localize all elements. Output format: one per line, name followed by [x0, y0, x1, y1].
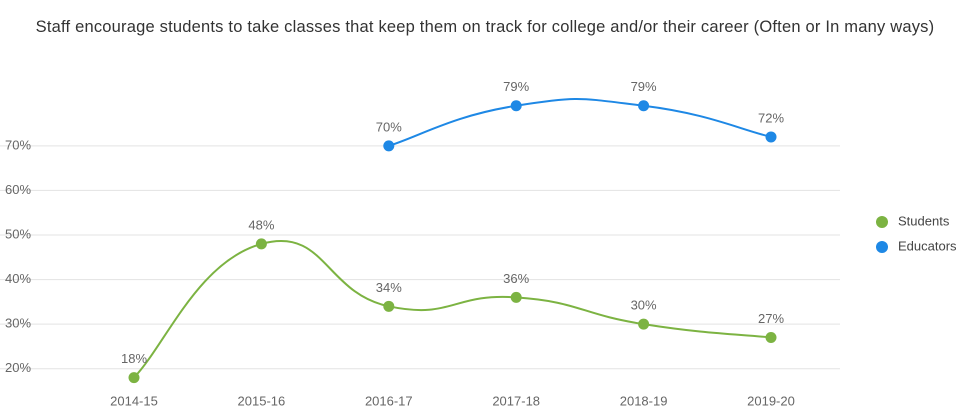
data-label: 48% [248, 217, 274, 232]
data-point [765, 131, 777, 143]
data-label: 27% [758, 311, 784, 326]
data-label: 72% [758, 110, 784, 125]
data-label: 34% [376, 280, 402, 295]
data-point [638, 100, 650, 112]
y-tick-label: 20% [5, 360, 31, 375]
data-label: 79% [631, 79, 657, 94]
data-label: 36% [503, 271, 529, 286]
y-tick-label: 70% [5, 137, 31, 152]
x-tick-label: 2015-16 [238, 393, 286, 408]
y-tick-label: 60% [5, 182, 31, 197]
legend-label: Students [898, 213, 950, 228]
data-label: 79% [503, 79, 529, 94]
x-tick-label: 2019-20 [747, 393, 795, 408]
data-label: 70% [376, 119, 402, 134]
legend-marker [876, 216, 888, 228]
data-label: 30% [631, 298, 657, 313]
y-tick-label: 30% [5, 316, 31, 331]
chart-title: Staff encourage students to take classes… [35, 18, 935, 36]
data-point [255, 238, 267, 250]
x-tick-label: 2017-18 [492, 393, 540, 408]
data-point [638, 318, 650, 330]
y-tick-label: 50% [5, 226, 31, 241]
series-line [388, 98, 772, 147]
x-tick-label: 2018-19 [620, 393, 668, 408]
data-point [510, 291, 522, 303]
x-tick-label: 2016-17 [365, 393, 413, 408]
x-tick-label: 2014-15 [110, 393, 158, 408]
data-point [510, 100, 522, 112]
series-line [133, 239, 772, 379]
data-point [128, 372, 140, 384]
y-tick-label: 40% [5, 271, 31, 286]
data-label: 18% [121, 351, 147, 366]
data-point [765, 332, 777, 344]
data-point [383, 140, 395, 152]
legend-marker [876, 241, 888, 253]
data-point [383, 300, 395, 312]
legend-label: Educators [898, 238, 957, 253]
